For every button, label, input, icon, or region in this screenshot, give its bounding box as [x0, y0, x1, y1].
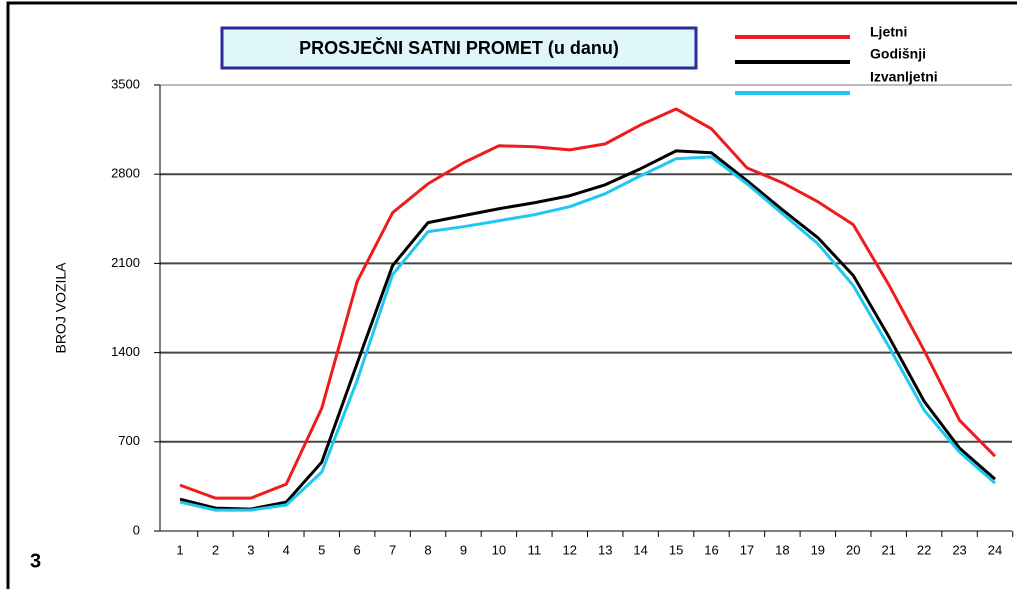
x-tick-label: 21 [881, 542, 895, 557]
legend-label: Ljetni [870, 24, 907, 40]
series-line [179, 107, 997, 500]
x-tick-label: 6 [354, 542, 361, 557]
x-tick-label: 15 [669, 542, 683, 557]
x-tick-label: 20 [846, 542, 860, 557]
x-tick-label: 10 [492, 542, 506, 557]
x-tick-label: 1 [176, 542, 183, 557]
x-tick-label: 4 [283, 542, 290, 557]
legend-label: Izvanljetni [870, 69, 938, 85]
x-tick-label: 11 [528, 542, 542, 557]
x-tick-label: 17 [740, 542, 754, 557]
series-line [179, 149, 996, 511]
y-tick-label: 0 [133, 522, 140, 537]
x-tick-label: 7 [389, 542, 396, 557]
x-tick-label: 5 [318, 542, 325, 557]
x-tick-label: 13 [598, 542, 612, 557]
panel-label: 3 [30, 550, 41, 572]
y-tick-label: 700 [118, 433, 140, 448]
title-box [220, 26, 698, 70]
x-tick-label: 24 [988, 542, 1002, 557]
x-tick-label: 14 [633, 542, 647, 557]
y-axis-label: BROJ VOZILA [53, 262, 69, 354]
x-tick-label: 8 [424, 542, 431, 557]
x-tick-label: 2 [212, 542, 219, 557]
x-tick-label: 12 [563, 542, 577, 557]
y-tick-label: 1400 [111, 344, 140, 359]
y-tick-label: 2800 [111, 166, 140, 181]
x-tick-label: 16 [704, 542, 718, 557]
x-tick-label: 9 [460, 542, 467, 557]
frame [6, 1, 1017, 589]
series-line [179, 155, 996, 512]
x-tick-label: 3 [247, 542, 254, 557]
x-tick-label: 22 [917, 542, 931, 557]
y-tick-label: 3500 [111, 76, 140, 91]
x-tick-label: 19 [811, 542, 825, 557]
y-tick-label: 2100 [111, 255, 140, 270]
x-tick-label: 18 [775, 542, 789, 557]
legend-label: Godišnji [870, 46, 926, 62]
x-tick-label: 23 [952, 542, 966, 557]
chart-title: PROSJEČNI SATNI PROMET (u danu) [299, 37, 619, 58]
